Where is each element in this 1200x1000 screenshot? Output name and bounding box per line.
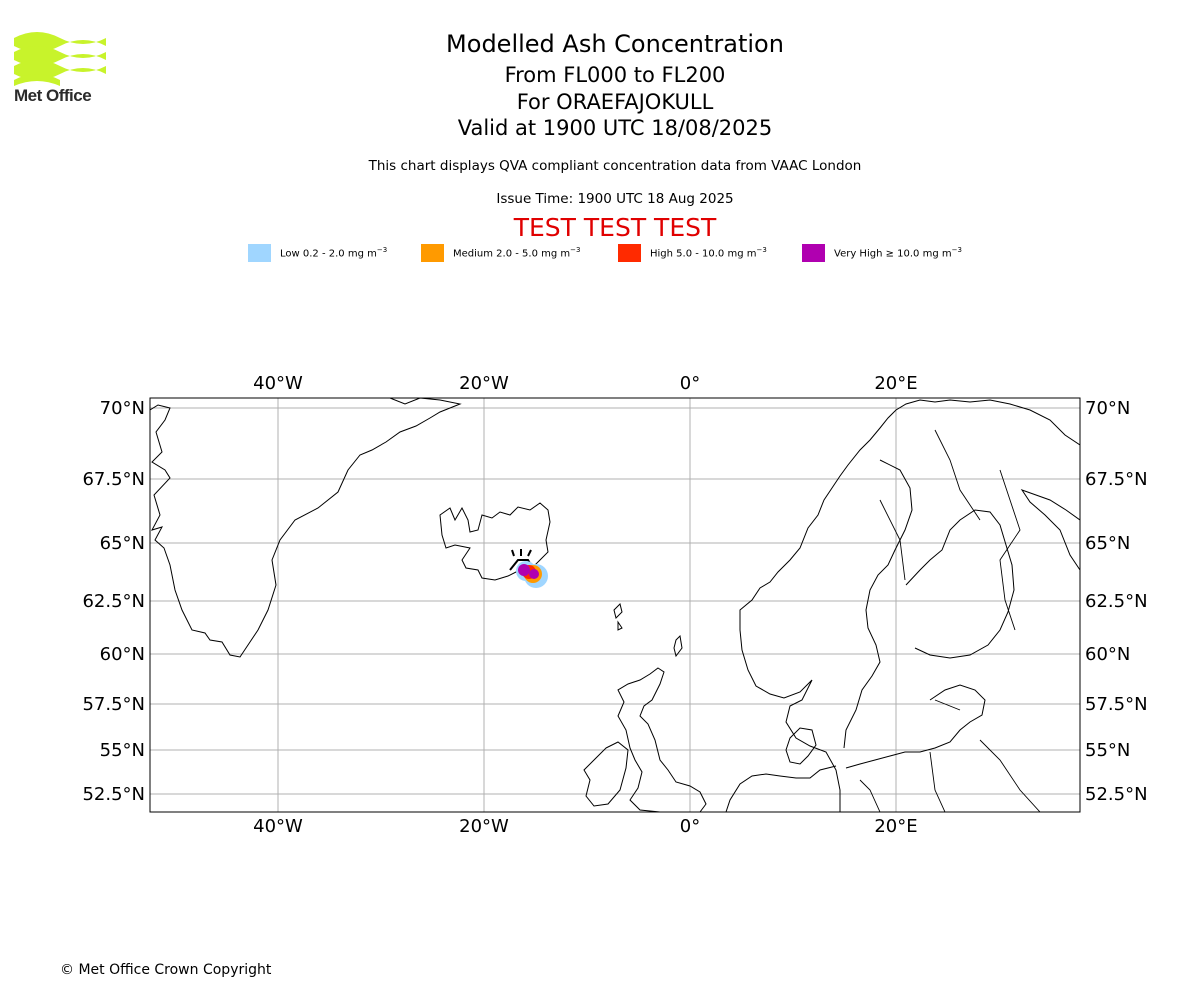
volcano-name: For ORAEFAJOKULL	[516, 90, 714, 114]
coast-baltic	[843, 459, 1015, 749]
lon-labels-bottom: 40°W 20°W 0° 20°E	[253, 816, 917, 837]
met-office-logo: Met Office	[14, 30, 109, 106]
chart-title: Modelled Ash Concentration	[446, 30, 784, 58]
lat-label-right-62-5: 62.5°N	[1085, 591, 1148, 612]
lat-label-right-67-5: 67.5°N	[1085, 469, 1148, 490]
legend-item-medium: Medium 2.0 - 5.0 mg m−3	[421, 244, 580, 262]
lat-label-right-70: 70°N	[1085, 398, 1130, 419]
legend-swatch-medium	[421, 244, 444, 262]
lat-label-right-60: 60°N	[1085, 644, 1130, 665]
legend-item-very-high: Very High ≥ 10.0 mg m−3	[802, 244, 962, 262]
lon-label-top-20w: 20°W	[459, 373, 509, 394]
concentration-legend: Low 0.2 - 2.0 mg m−3 Medium 2.0 - 5.0 mg…	[0, 244, 1200, 264]
flight-levels: From FL000 to FL200	[504, 63, 726, 87]
met-office-waves-icon	[14, 32, 106, 86]
test-banner: TEST TEST TEST	[513, 213, 717, 242]
legend-label-medium: Medium 2.0 - 5.0 mg m−3	[453, 246, 581, 260]
legend-item-low: Low 0.2 - 2.0 mg m−3	[248, 244, 387, 262]
coast-faroe	[613, 603, 623, 631]
legend-label-high: High 5.0 - 10.0 mg m−3	[650, 246, 767, 260]
lat-label-right-65: 65°N	[1085, 533, 1130, 554]
lon-label-top-20e: 20°E	[874, 373, 917, 394]
lat-label-right-57-5: 57.5°N	[1085, 694, 1148, 715]
lat-label-left-55: 55°N	[100, 740, 145, 761]
lat-label-right-55: 55°N	[1085, 740, 1130, 761]
legend-item-high: High 5.0 - 10.0 mg m−3	[618, 244, 767, 262]
ash-very-high	[518, 564, 530, 576]
lon-label-bottom-20e: 20°E	[874, 816, 917, 837]
lat-label-left-67-5: 67.5°N	[82, 469, 145, 490]
legend-swatch-very-high	[802, 244, 825, 262]
copyright: © Met Office Crown Copyright	[60, 962, 272, 978]
country-borders	[859, 429, 1041, 812]
legend-swatch-low	[248, 244, 271, 262]
ash-very-high-2	[529, 569, 539, 579]
lat-label-left-70: 70°N	[100, 398, 145, 419]
coast-shetland	[673, 634, 683, 658]
lon-label-top-40w: 40°W	[253, 373, 303, 394]
lat-labels-right: 70°N 67.5°N 65°N 62.5°N 60°N 57.5°N 55°N…	[1085, 398, 1148, 805]
map-frame	[149, 397, 1081, 813]
coast-denmark	[785, 727, 817, 765]
lat-label-left-62-5: 62.5°N	[82, 591, 145, 612]
lon-label-top-0: 0°	[680, 373, 700, 394]
lat-label-left-57-5: 57.5°N	[82, 694, 145, 715]
lon-label-bottom-0: 0°	[680, 816, 700, 837]
coast-ireland	[583, 741, 629, 807]
legend-label-low: Low 0.2 - 2.0 mg m−3	[280, 246, 388, 260]
lon-labels-top: 40°W 20°W 0° 20°E	[253, 373, 917, 394]
legend-label-very-high: Very High ≥ 10.0 mg m−3	[834, 246, 962, 260]
coast-greenland	[150, 398, 462, 658]
coast-continent	[725, 765, 837, 812]
coast-baltic-states	[845, 684, 986, 769]
issue-time: Issue Time: 1900 UTC 18 Aug 2025	[496, 191, 734, 207]
coast-scandinavia	[739, 399, 1080, 812]
lat-label-left-52-5: 52.5°N	[82, 784, 145, 805]
lat-label-left-60: 60°N	[100, 644, 145, 665]
coast-britain	[617, 667, 707, 812]
ash-plume	[516, 561, 548, 588]
lat-label-right-52-5: 52.5°N	[1085, 784, 1148, 805]
legend-swatch-high	[618, 244, 641, 262]
graticule	[150, 398, 1080, 812]
chart-subtitle: This chart displays QVA compliant concen…	[368, 158, 862, 174]
lon-label-bottom-20w: 20°W	[459, 816, 509, 837]
lat-labels-left: 70°N 67.5°N 65°N 62.5°N 60°N 57.5°N 55°N…	[82, 398, 145, 805]
lat-label-left-65: 65°N	[100, 533, 145, 554]
logo-text: Met Office	[14, 86, 92, 105]
valid-time: Valid at 1900 UTC 18/08/2025	[457, 116, 773, 140]
lon-label-bottom-40w: 40°W	[253, 816, 303, 837]
coast-iceland	[439, 502, 551, 581]
